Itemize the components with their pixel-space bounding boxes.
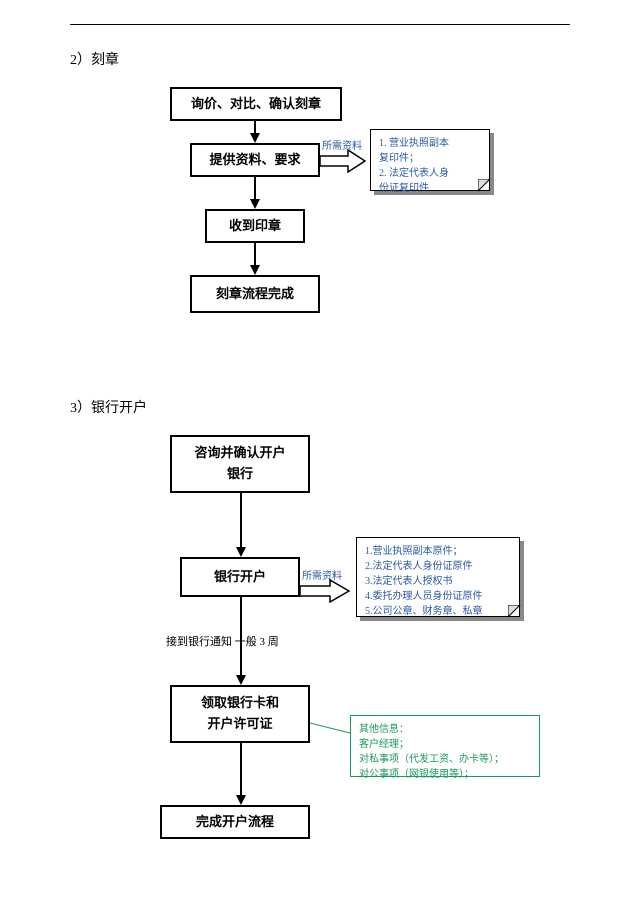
flow2-callout2: 其他信息： 客户经理； 对私事项（代发工资、办卡等）； 对公事项（网银使用等）； xyxy=(350,715,540,777)
arrow-down-icon xyxy=(234,743,248,805)
flow1-box2: 提供资料、要求 xyxy=(190,143,320,177)
connector-line xyxy=(310,721,354,741)
flow2-callout1: 1.营业执照副本原件； 2.法定代表人身份证原件 3.法定代表人授权书 4.委托… xyxy=(356,537,520,617)
top-rule xyxy=(70,24,570,25)
fold-icon xyxy=(508,605,522,619)
flow2-box3: 领取银行卡和 开户许可证 xyxy=(170,685,310,743)
arrow-down-icon xyxy=(248,177,262,209)
flow2-box4: 完成开户流程 xyxy=(160,805,310,839)
flow1-box3: 收到印章 xyxy=(205,209,305,243)
flow1-box4: 刻章流程完成 xyxy=(190,275,320,313)
flow1-box1: 询价、对比、确认刻章 xyxy=(170,87,342,121)
arrow-right-icon xyxy=(300,579,350,603)
fold-icon xyxy=(478,179,492,193)
arrow-down-icon xyxy=(248,121,262,143)
flow1-callout: 1. 营业执照副本 复印件； 2. 法定代表人身 份证复印件 xyxy=(370,129,490,191)
section2-title: 3）银行开户 xyxy=(70,397,570,417)
flow2-box1: 咨询并确认开户 银行 xyxy=(170,435,310,493)
flowchart-2: 咨询并确认开户 银行 银行开户 领取银行卡和 开户许可证 完成开户流程 所需资料… xyxy=(70,435,570,855)
arrow-down-icon xyxy=(234,493,248,557)
section1-title: 2）刻章 xyxy=(70,49,570,69)
flow2-box2: 银行开户 xyxy=(180,557,300,597)
arrow-down-icon xyxy=(248,243,262,275)
flow2-mid-label: 接到银行通知 一般 3 周 xyxy=(166,633,279,649)
flowchart-1: 询价、对比、确认刻章 提供资料、要求 收到印章 刻章流程完成 所需资料 1. 营… xyxy=(70,87,570,347)
arrow-right-icon xyxy=(320,149,366,173)
